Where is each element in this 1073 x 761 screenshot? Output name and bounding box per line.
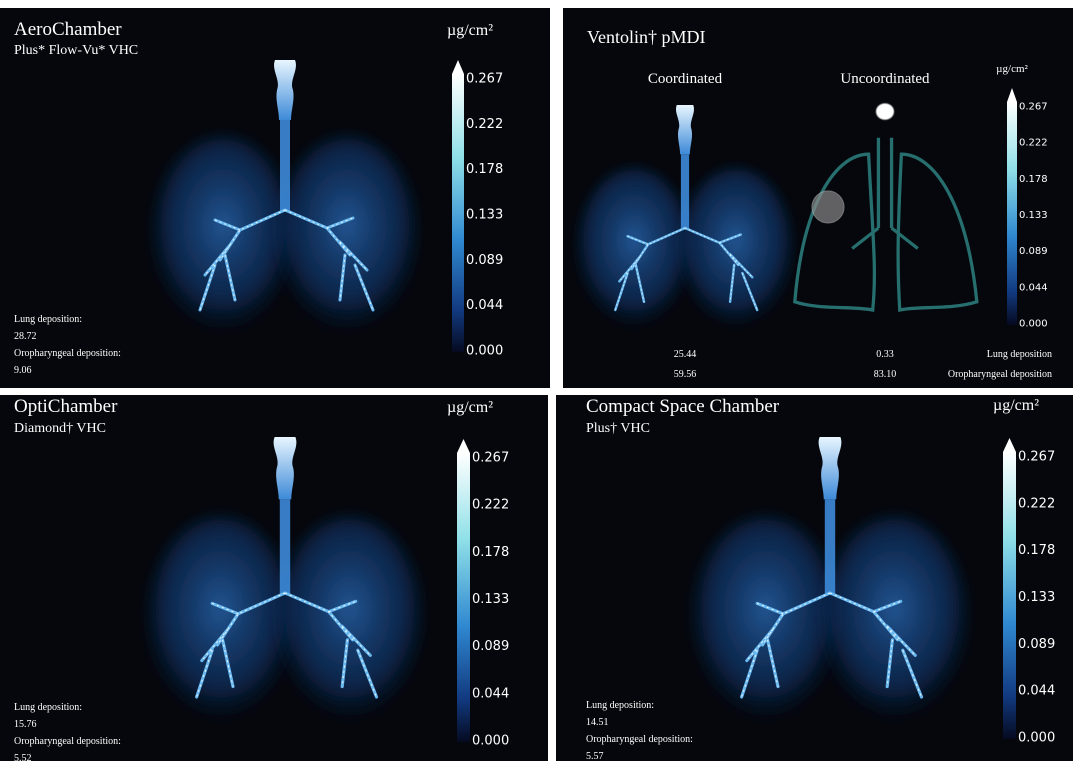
colorbar-tick-label: 0.133 [472, 592, 509, 607]
trachea [280, 499, 290, 595]
colorbar-unit: µg/cm² [447, 399, 493, 416]
oropharyngeal-deposition-label: Oropharyngeal deposition: [14, 348, 121, 359]
lung-deposition-label: Lung deposition: [586, 700, 654, 711]
colorbar-tick-label: 0.000 [472, 734, 509, 749]
panel-subtitle: Plus† VHC [586, 421, 650, 436]
panel-subtitle: Diamond† VHC [14, 421, 106, 436]
trachea [825, 499, 835, 595]
colorbar-tick-label: 0.178 [1018, 543, 1055, 558]
colorbar-unit: µg/cm² [993, 397, 1039, 414]
colorbar-tick-label: 0.178 [466, 162, 503, 177]
lung-deposition-value: 28.72 [14, 331, 37, 342]
oropharyngeal-deposition-value: 5.57 [586, 751, 604, 761]
cursor-indicator [812, 191, 844, 223]
column-heading: Coordinated [648, 71, 723, 87]
lung-deposition-label: Lung deposition: [14, 314, 82, 325]
colorbar-tick-label: 0.089 [1019, 246, 1048, 257]
lung-deposition-value: 14.51 [586, 717, 609, 728]
colorbar-tick-label: 0.000 [1019, 319, 1048, 330]
lung-deposition-value: 15.76 [14, 719, 37, 730]
oropharyngeal-deposition-value: 5.52 [14, 753, 32, 761]
panel-title: OptiChamber [14, 396, 118, 417]
colorbar-unit: µg/cm² [447, 22, 493, 39]
colorbar [457, 453, 470, 742]
lung-left-glow [151, 135, 295, 335]
panel: Ventolin† pMDI µg/cm² 0.267 0.222 0.178 0.133… [563, 8, 1073, 388]
colorbar-tick-label: 0.222 [466, 117, 503, 132]
panel: Compact Space Chamber Plus† VHC µg/cm² 0.26… [556, 395, 1073, 761]
panel-subtitle: Plus* Flow-Vu* VHC [14, 43, 138, 58]
colorbar-tick-label: 0.089 [472, 639, 509, 654]
lung-right-glow [275, 515, 425, 723]
lung-left-glow [146, 515, 296, 723]
colorbar [1007, 102, 1017, 325]
lung-right-glow [275, 135, 419, 335]
oropharyngeal-deposition-label: Oropharyngeal deposition: [586, 734, 693, 745]
screenshot: AeroChamber Plus* Flow-Vu* VHC µg/cm² 0.267… [0, 0, 1073, 761]
colorbar-tick-label: 0.000 [466, 344, 503, 359]
lung-deposition-value: 25.44 [674, 349, 697, 360]
colorbar-tick-label: 0.267 [1019, 102, 1048, 113]
oropharyngeal-deposition-value: 9.06 [14, 365, 32, 376]
colorbar-tick-label: 0.000 [1018, 731, 1055, 746]
oropharyngeal-deposition-value: 59.56 [674, 369, 697, 380]
colorbar-tick-label: 0.178 [472, 545, 509, 560]
colorbar-tick-label: 0.044 [472, 686, 509, 701]
colorbar [452, 74, 464, 352]
colorbar-tick-label: 0.133 [466, 208, 503, 223]
lung-head [876, 103, 894, 119]
trachea [681, 154, 689, 229]
colorbar-tick-label: 0.089 [1018, 637, 1055, 652]
colorbar-tick-label: 0.044 [1018, 684, 1055, 699]
panel: AeroChamber Plus* Flow-Vu* VHC µg/cm² 0.267… [0, 8, 550, 388]
lung-right-glow [820, 515, 970, 723]
oropharyngeal-deposition-value: 83.10 [874, 369, 897, 380]
colorbar-tick-label: 0.267 [466, 72, 503, 87]
panel: OptiChamber Diamond† VHC µg/cm² 0.267 0.222 0… [0, 395, 548, 761]
colorbar-tick-label: 0.222 [1018, 496, 1055, 511]
trachea [280, 120, 290, 212]
colorbar-tick-label: 0.267 [472, 451, 509, 466]
lung-left-glow [575, 167, 693, 331]
colorbar-tick-label: 0.222 [1019, 138, 1048, 149]
lung-deposition-label: Lung deposition [987, 349, 1052, 360]
colorbar-tick-label: 0.178 [1019, 174, 1048, 185]
lung-deposition-value: 0.33 [876, 349, 894, 360]
oropharyngeal-deposition-label: Oropharyngeal deposition [948, 369, 1052, 380]
colorbar-tick-label: 0.089 [466, 253, 503, 268]
colorbar-tick-label: 0.133 [1019, 210, 1048, 221]
colorbar-tick-label: 0.267 [1018, 450, 1055, 465]
colorbar-unit: µg/cm² [996, 63, 1028, 75]
column-heading: Uncoordinated [840, 71, 930, 87]
panel-title: Compact Space Chamber [586, 396, 780, 417]
colorbar [1003, 452, 1016, 739]
panel-title: AeroChamber [14, 19, 122, 40]
colorbar-tick-label: 0.044 [466, 298, 503, 313]
colorbar-tick-label: 0.044 [1019, 282, 1048, 293]
oropharyngeal-deposition-label: Oropharyngeal deposition: [14, 736, 121, 747]
lung-left-glow [691, 515, 841, 723]
colorbar-tick-label: 0.133 [1018, 590, 1055, 605]
panel-title: Ventolin† pMDI [587, 27, 706, 47]
lung-right-glow [677, 167, 795, 331]
lung-deposition-label: Lung deposition: [14, 702, 82, 713]
colorbar-tick-label: 0.222 [472, 498, 509, 513]
